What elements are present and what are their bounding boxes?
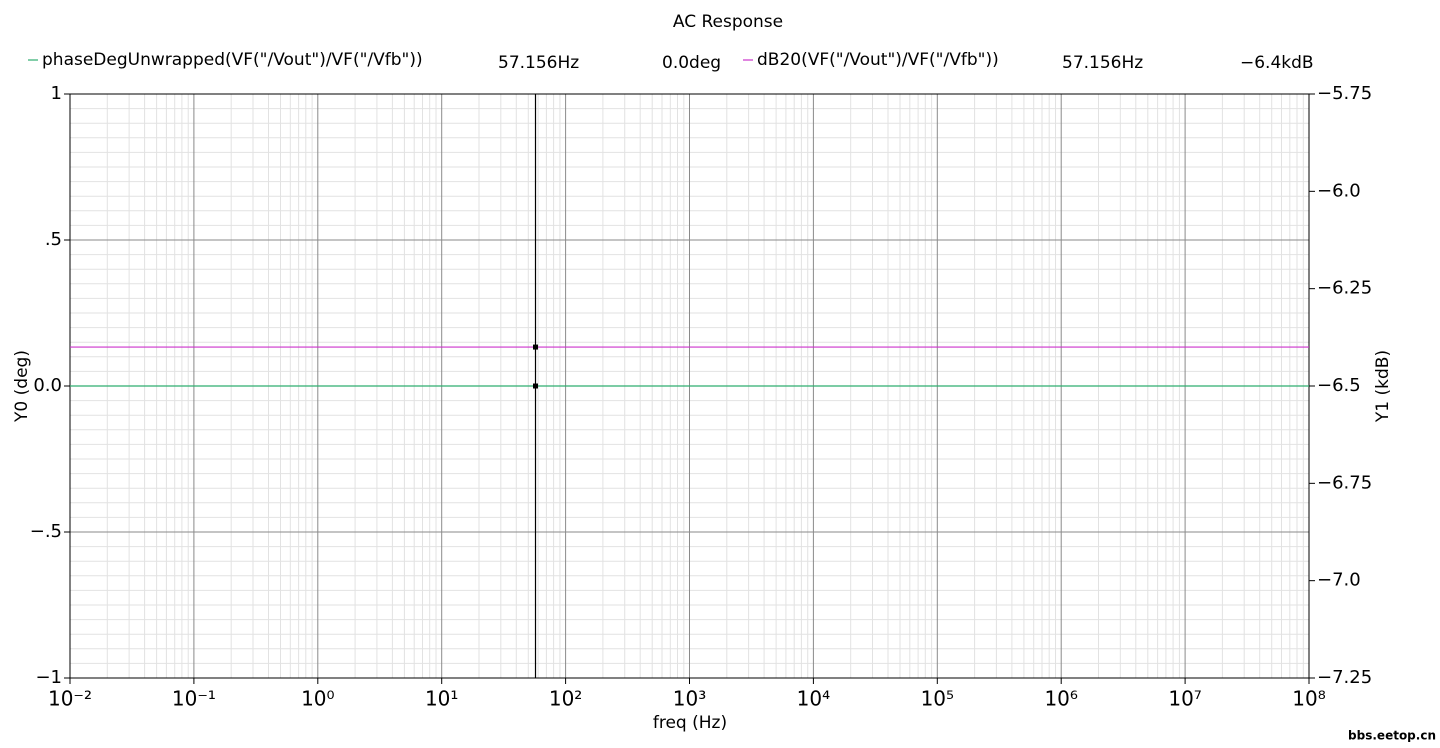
x-tick-label: 10⁰ <box>301 687 334 711</box>
y2-tick-label: −6.5 <box>1317 375 1361 396</box>
x-tick-label: 10¹ <box>425 687 458 711</box>
watermark: bbs.eetop.cn <box>1348 729 1436 743</box>
y-tick-label: −.5 <box>30 521 62 542</box>
marker-x-readout: 57.156Hz <box>498 53 579 73</box>
y-tick-label: −1 <box>35 667 62 688</box>
legend-label: dB20(VF("/Vout")/VF("/Vfb")) <box>757 50 999 70</box>
x-tick-label: 10⁻² <box>48 687 92 711</box>
y-tick-label: 0.0 <box>33 375 62 396</box>
y-axis-label: Y0 (deg) <box>12 350 32 423</box>
legend-label: phaseDegUnwrapped(VF("/Vout")/VF("/Vfb")… <box>42 50 423 70</box>
y-tick-label: 1 <box>51 83 62 104</box>
marker-point <box>532 383 538 389</box>
y2-tick-label: −7.25 <box>1317 667 1372 688</box>
x-tick-label: 10³ <box>673 687 706 711</box>
x-axis-label: freq (Hz) <box>653 713 727 733</box>
x-tick-label: 10² <box>549 687 582 711</box>
y2-tick-label: −6.75 <box>1317 472 1372 493</box>
y2-axis-label: Y1 (kdB) <box>1373 350 1393 423</box>
y2-tick-label: −7.0 <box>1317 570 1361 591</box>
x-tick-label: 10⁻¹ <box>172 687 216 711</box>
marker-y-readout: 0.0deg <box>662 53 721 73</box>
y2-tick-label: −5.75 <box>1317 83 1372 104</box>
y2-tick-label: −6.0 <box>1317 180 1361 201</box>
marker-x-readout: 57.156Hz <box>1062 53 1143 73</box>
x-tick-label: 10⁵ <box>921 687 954 711</box>
x-tick-label: 10⁶ <box>1044 687 1077 711</box>
marker-point <box>532 344 538 350</box>
y2-tick-label: −6.25 <box>1317 278 1372 299</box>
x-tick-label: 10⁴ <box>797 687 830 711</box>
x-tick-label: 10⁸ <box>1292 687 1325 711</box>
y-tick-label: .5 <box>45 229 62 250</box>
marker-y-readout: −6.4kdB <box>1240 53 1314 73</box>
x-tick-label: 10⁷ <box>1168 687 1201 711</box>
chart-title: AC Response <box>673 12 783 32</box>
